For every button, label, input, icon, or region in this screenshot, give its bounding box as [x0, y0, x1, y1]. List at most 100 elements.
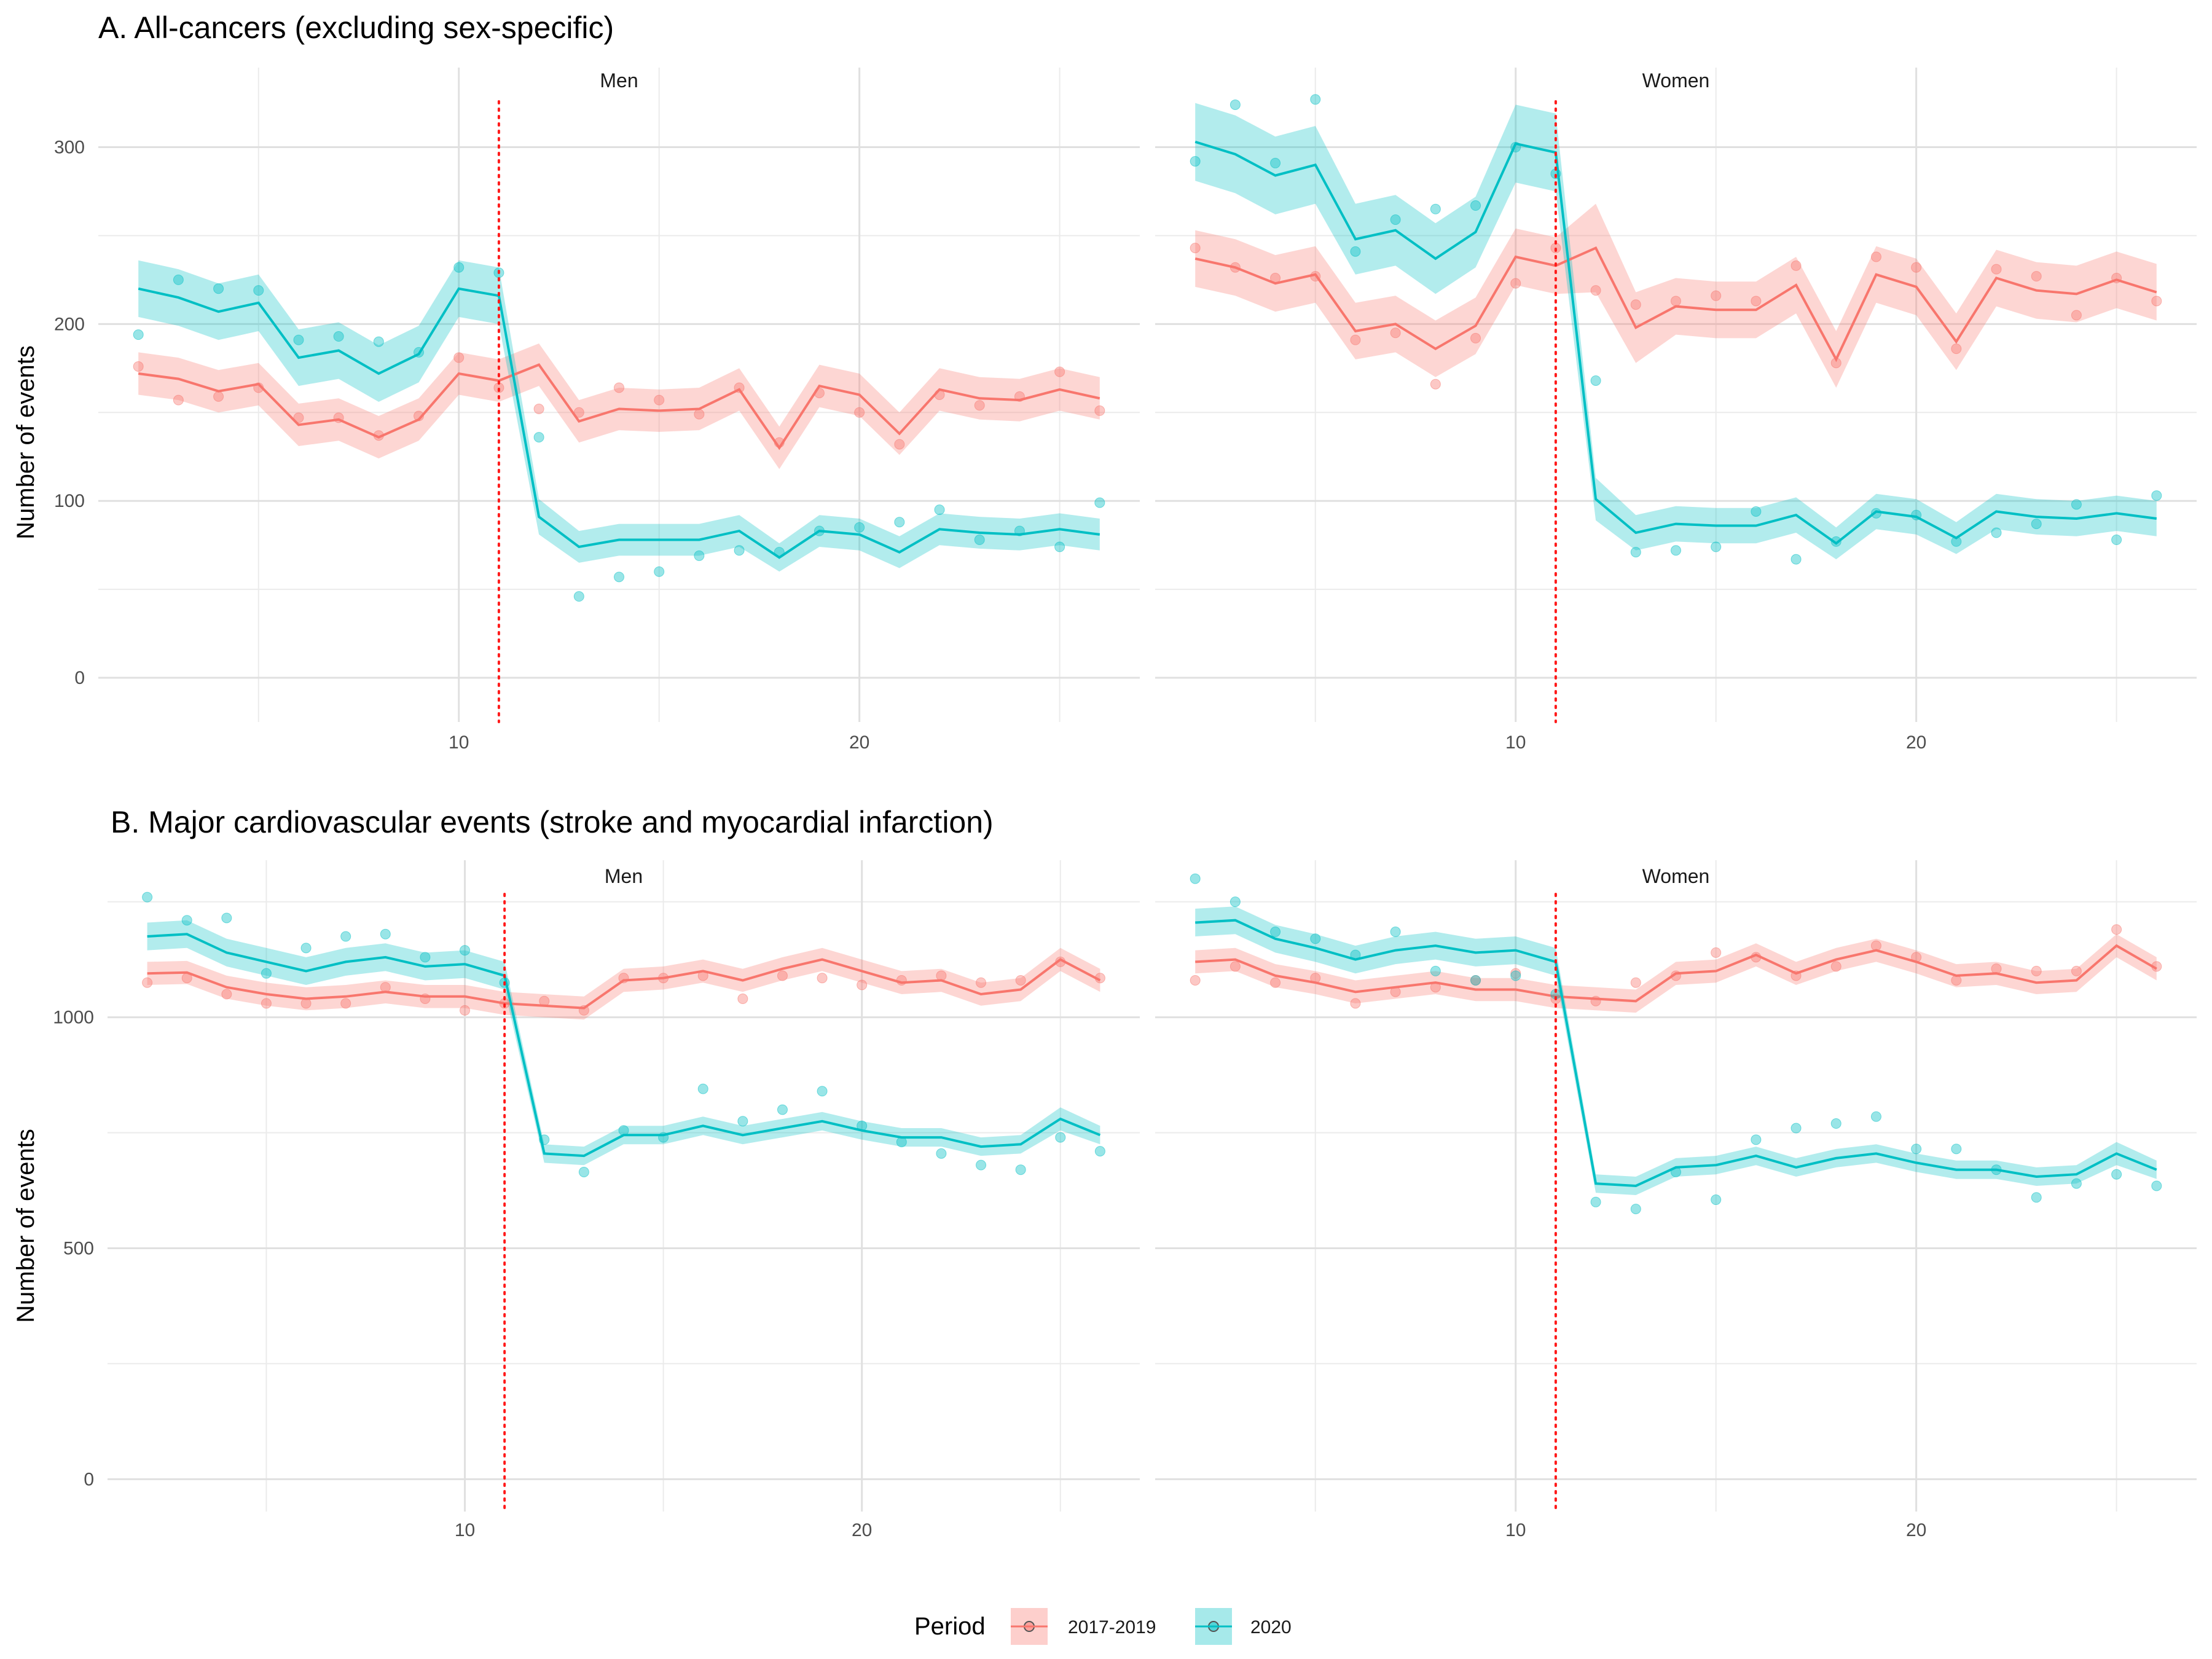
- panel-a-men-2020-point: [734, 545, 745, 556]
- panel-b-men-2020-point: [936, 1148, 947, 1159]
- panel-a-men-2017-2019-point: [1014, 391, 1025, 402]
- panel-b-women-2020-point: [1430, 965, 1441, 976]
- panel-a-men-2020-point: [173, 274, 184, 285]
- panel-b-ytick-label: 1000: [53, 1008, 94, 1028]
- legend-label-2020: 2020: [1250, 1617, 1292, 1637]
- panel-b-men-2017-2019-point: [142, 977, 153, 988]
- panel-a-men-2017-2019-point: [373, 430, 384, 441]
- panel-a-facet-women: Women 10 20: [1155, 68, 2197, 753]
- panel-a-women-2020-point: [1870, 508, 1881, 519]
- panel-b-women-2017-2019-point: [1911, 952, 1922, 963]
- panel-a-title: A. All-cancers (excluding sex-specific): [98, 10, 614, 45]
- panel-a-women-2020-point: [1390, 214, 1401, 226]
- panel-b-men-2020-point: [857, 1120, 868, 1131]
- panel-a-women-2017-2019-point: [2031, 271, 2042, 282]
- panel-b-women-2020-point: [1830, 1118, 1841, 1129]
- panel-b-men-2020-point: [340, 931, 351, 942]
- panel-a-ylabel: Number of events: [12, 345, 39, 539]
- panel-a-women-2020-point: [1671, 545, 1681, 556]
- panel-b-men-2017-2019-point: [976, 977, 987, 988]
- panel-b-women-2020-point: [1310, 933, 1321, 944]
- panel-b-men-2020-point: [1015, 1164, 1026, 1175]
- panel-a-women-2017-2019-point: [1870, 251, 1881, 262]
- panel-a-women-2020-point: [1830, 536, 1841, 547]
- panel-b-men-2017-2019-point: [857, 979, 868, 990]
- panel-b-men-2017-2019-point: [1055, 956, 1066, 967]
- panel-b-women-2017-2019-point: [1991, 963, 2002, 975]
- panel-b-facet-men: Men 10 20 0 500 1000: [53, 860, 1140, 1540]
- panel-a-men-2020-point: [894, 517, 905, 528]
- panel-a-women-2020-point: [1510, 142, 1521, 153]
- panel-b-women-2020-point: [2071, 1178, 2082, 1189]
- panel-b-women-2017-2019-point: [1830, 961, 1841, 972]
- panel-b-men-2020-point: [181, 915, 192, 926]
- panel-b-women-2020-point: [1270, 927, 1281, 938]
- panel-a-men-2020-point: [654, 566, 665, 577]
- panel-a-men-2020-point: [373, 336, 384, 347]
- panel-b-men-2020-point: [380, 928, 391, 939]
- panel-a-men-2017-2019-point: [293, 412, 304, 423]
- panel-a-men-2017-2019-point: [974, 400, 985, 411]
- panel-b-women-2017-2019-point: [1870, 940, 1881, 951]
- panel-b-women-2020-point: [1590, 1196, 1601, 1207]
- panel-b-men-2020-point: [658, 1132, 669, 1143]
- panel-a-women-2017-2019-point: [1270, 273, 1281, 284]
- panel-a-women-2020-point: [1991, 527, 2002, 538]
- panel-a-men-2017-2019-point: [934, 390, 945, 400]
- panel-b-women-2017-2019-point: [1590, 995, 1601, 1006]
- panel-b-women-2017-2019-point: [2071, 965, 2082, 976]
- panel-b-men-2017-2019-point: [460, 1005, 471, 1016]
- panel-b-women-2020-point: [1911, 1143, 1922, 1155]
- panel-a-men-strip-label: Men: [600, 69, 638, 92]
- panel-a-men-2020-point: [414, 347, 425, 358]
- panel-a-men-2017-2019-point: [1094, 405, 1105, 416]
- panel-b-women-2017-2019-point: [1430, 982, 1441, 993]
- panel-a-men-2017-2019-point: [654, 394, 665, 406]
- panel-a-women-2020-fit-line: [1194, 140, 2157, 545]
- panel-b-women-2017-2019-point: [1190, 975, 1201, 986]
- panel-b-women-2017-2019-point: [2111, 924, 2122, 935]
- panel-b-men-2020-point: [261, 968, 272, 979]
- panel-a-women-2020-point: [1630, 547, 1641, 558]
- panel-a-women-2020-point: [1270, 157, 1281, 168]
- panel-b-men-2020-point: [896, 1137, 907, 1148]
- panel-a-women-xtick-label: 10: [1505, 732, 1526, 753]
- panel-b-women-2020-point: [1790, 1123, 1802, 1134]
- panel-a-women-2017-2019-point: [2111, 273, 2122, 284]
- panel-a-men-2020-point: [573, 591, 584, 602]
- panel-b-women-2017-2019-point: [1790, 970, 1802, 981]
- panel-b-women-2017-2019-point: [1390, 986, 1401, 997]
- panel-a-women-2020-point: [1470, 200, 1481, 211]
- panel-b-women-2020-point: [1230, 896, 1241, 908]
- panel-a-women-2017-2019-point: [2071, 310, 2082, 321]
- panel-a-men-2020-point: [453, 262, 465, 273]
- panel-b-men-2020-point: [618, 1125, 629, 1136]
- panel-a-women-2020-point: [1951, 536, 1962, 547]
- panel-b-men-2017-2019-point: [697, 970, 708, 981]
- panel-b-men-2020-point: [817, 1086, 828, 1097]
- panel-a-women-2020-point: [1751, 506, 1762, 517]
- panel-a-ytick-label: 200: [54, 314, 85, 334]
- panel-a-ytick-label: 100: [54, 491, 85, 511]
- panel-b-women-2020-point: [1951, 1143, 1962, 1155]
- panel-a-men-2017-2019-point: [573, 407, 584, 418]
- panel-a-men-2017-2019-point: [814, 388, 825, 399]
- panel-a-men-2017-2019-point: [894, 439, 905, 450]
- panel-a-men-2020-point: [934, 504, 945, 516]
- panel-b-women-2020-point: [1751, 1134, 1762, 1145]
- panel-a-men-2020-point: [694, 550, 705, 561]
- panel-b-men-2017-2019-point: [380, 982, 391, 993]
- panel-a-women-2020-point: [1190, 156, 1201, 167]
- panel-b-men-2017-2019-point: [658, 973, 669, 984]
- panel-a-women-2017-2019-fit-line: [1194, 246, 2157, 363]
- panel-b-men-2020-point: [300, 943, 312, 954]
- panel-a-men-2017-2019-point: [333, 412, 344, 423]
- panel-a-men-2020-point: [333, 331, 344, 342]
- panel-b-men-strip-label: Men: [605, 865, 643, 887]
- panel-b-men-2017-2019-point: [221, 989, 232, 1000]
- panel-b-women-2020-point: [1390, 927, 1401, 938]
- panel-b-men-2017-2019-point: [261, 998, 272, 1009]
- panel-b-men-2017-2019-point: [817, 973, 828, 984]
- panel-b-men-2017-2019-point: [618, 973, 629, 984]
